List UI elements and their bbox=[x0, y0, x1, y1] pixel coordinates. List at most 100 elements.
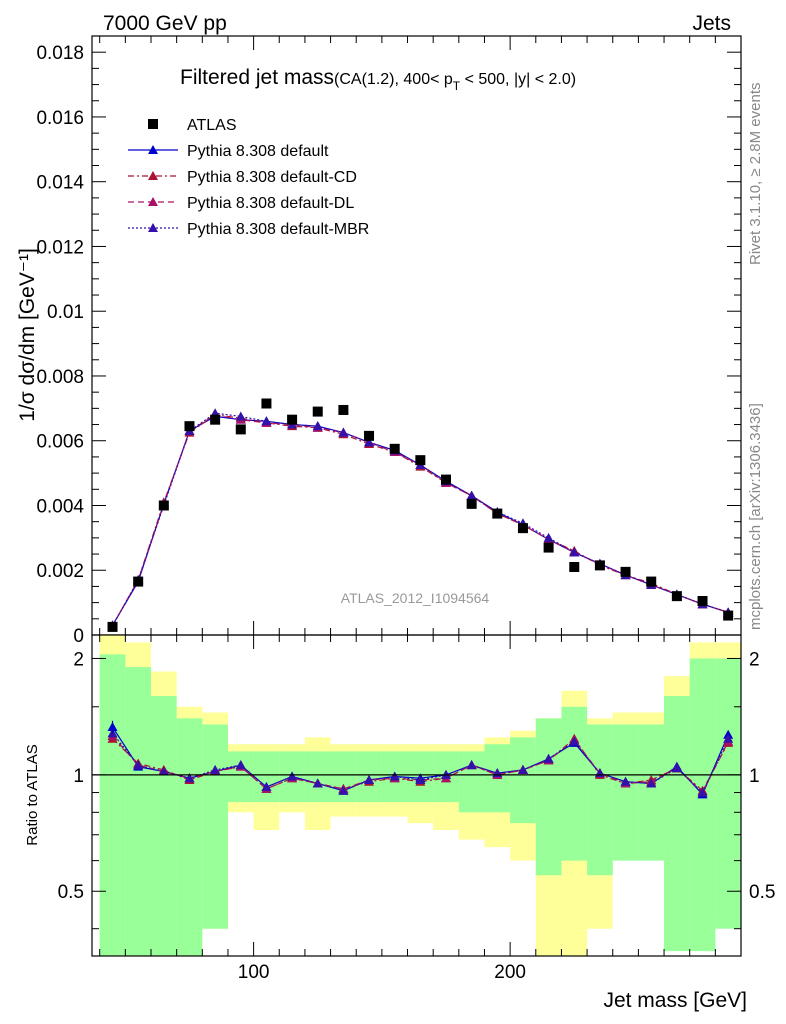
atlas-data-point bbox=[594, 560, 605, 571]
ratio-series-marker-3 bbox=[389, 771, 400, 781]
ratio-y-tick-label-left: 2 bbox=[73, 649, 84, 670]
ratio-series-marker-3 bbox=[415, 774, 426, 784]
ratio-y-tick-label-right: 2 bbox=[749, 649, 760, 670]
ratio-series-marker-3 bbox=[543, 753, 554, 763]
ratio-data-layer bbox=[107, 720, 734, 799]
main-series-marker-4 bbox=[543, 532, 554, 542]
ratio-series-marker-3 bbox=[210, 764, 221, 774]
atlas-data-point bbox=[261, 398, 272, 409]
main-series-marker-4 bbox=[466, 490, 477, 500]
ratio-series-marker-3 bbox=[364, 774, 375, 784]
ratio-band-green bbox=[176, 718, 203, 956]
atlas-data-point bbox=[389, 443, 400, 454]
legend-label-4: Pythia 8.308 default-MBR bbox=[187, 221, 369, 238]
ratio-band-green bbox=[253, 751, 280, 803]
x-axis-label: Jet mass [GeV] bbox=[603, 989, 747, 1012]
ratio-band-green bbox=[99, 654, 126, 956]
main-series-marker-4 bbox=[235, 411, 246, 421]
atlas-data-point bbox=[235, 424, 246, 435]
atlas-data-point bbox=[723, 610, 734, 621]
plot-title-main: Filtered jet mass bbox=[180, 66, 334, 89]
atlas-data-point bbox=[620, 566, 631, 577]
ratio-series-marker-3 bbox=[723, 733, 734, 743]
main-series-marker-4 bbox=[338, 427, 349, 437]
ratio-series-marker-3 bbox=[671, 763, 682, 773]
ratio-series-marker-3 bbox=[338, 785, 349, 795]
ratio-band-green bbox=[664, 695, 690, 952]
atlas-data-point bbox=[441, 474, 451, 485]
ratio-y-tick-label-left: 1 bbox=[73, 766, 84, 787]
main-y-tick-label: 0.012 bbox=[36, 237, 84, 258]
main-y-tick-label: 0.008 bbox=[36, 367, 84, 388]
main-plot-panel: 0 0.002 0.004 0.006 0.008 0.01 0.012 0.014 0.016… bbox=[16, 35, 742, 647]
ratio-plot-frame bbox=[91, 634, 742, 957]
ratio-band-green bbox=[202, 724, 228, 929]
legend-label-1: Pythia 8.308 default bbox=[187, 143, 329, 160]
ratio-series-marker-3 bbox=[466, 760, 477, 770]
atlas-data-point bbox=[210, 414, 221, 425]
legend: ATLAS Pythia 8.308 default Pythia 8.308 de… bbox=[128, 117, 369, 238]
mcplots-label: mcplots.cern.ch [arXiv:1306.3436] bbox=[747, 403, 764, 630]
ratio-band-green bbox=[510, 737, 536, 824]
atlas-data-point bbox=[569, 562, 580, 573]
legend-label-3: Pythia 8.308 default-DL bbox=[187, 195, 354, 212]
ratio-band-green bbox=[125, 667, 151, 956]
ratio-series-marker-3 bbox=[287, 771, 298, 781]
atlas-data-point bbox=[517, 523, 528, 534]
ratio-series-marker-3 bbox=[697, 787, 708, 797]
plot-title-sub-index: T bbox=[453, 79, 461, 93]
ratio-band-green bbox=[612, 724, 639, 861]
ratio-axes: 0.5 0.5 1 1 2 2 100 200 bbox=[58, 635, 775, 983]
ratio-band-green bbox=[535, 718, 562, 876]
ratio-band-green bbox=[304, 751, 331, 803]
atlas-data-point bbox=[646, 576, 657, 587]
legend-marker-3 bbox=[148, 197, 158, 206]
ratio-band-green bbox=[689, 658, 716, 952]
ratio-band-green bbox=[587, 724, 613, 876]
ratio-series-marker-3 bbox=[620, 776, 631, 786]
ratio-band-green bbox=[638, 724, 665, 861]
legend-marker-4 bbox=[148, 223, 158, 232]
atlas-data-point bbox=[184, 421, 195, 432]
legend-label-0: ATLAS bbox=[187, 117, 237, 134]
atlas-data-point bbox=[158, 500, 169, 511]
main-series-marker-4 bbox=[261, 416, 272, 426]
ratio-series-marker-3 bbox=[312, 778, 323, 788]
main-axes: 0 0.002 0.004 0.006 0.008 0.01 0.012 0.014 0.016… bbox=[36, 36, 742, 647]
legend-label-2: Pythia 8.308 default-CD bbox=[187, 169, 357, 186]
ratio-y-axis-label: Ratio to ATLAS bbox=[24, 744, 41, 845]
main-y-tick-label: 0.016 bbox=[36, 108, 84, 129]
main-y-tick-label: 0.01 bbox=[47, 302, 84, 323]
ratio-plot-panel: 0.5 0.5 1 1 2 2 100 200 Ratio to ATLAS Jet mass… bbox=[24, 634, 775, 1012]
ratio-series-marker-3 bbox=[517, 764, 528, 774]
ratio-y-tick-label-right: 1 bbox=[749, 766, 760, 787]
main-y-tick-label: 0.006 bbox=[36, 432, 84, 453]
plot-title: Filtered jet mass(CA(1.2), 400< pT < 500… bbox=[180, 66, 576, 93]
atlas-data-point bbox=[338, 404, 349, 415]
ratio-y-tick-label-right: 0.5 bbox=[749, 882, 775, 903]
atlas-data-point bbox=[543, 542, 554, 553]
legend-marker-1 bbox=[148, 145, 158, 154]
ratio-series-marker-3 bbox=[158, 766, 169, 776]
ratio-band-green bbox=[151, 695, 177, 956]
ratio-band-green bbox=[227, 751, 254, 803]
ratio-series-marker-3 bbox=[235, 760, 246, 770]
atlas-data-point bbox=[133, 576, 144, 587]
ratio-series-marker-3 bbox=[133, 760, 144, 770]
atlas-data-point bbox=[697, 596, 708, 607]
main-y-tick-label: 0.002 bbox=[36, 561, 84, 582]
legend-marker-atlas bbox=[148, 119, 158, 129]
header-category-label: Jets bbox=[692, 12, 731, 35]
ratio-band-green bbox=[715, 658, 741, 929]
main-y-tick-label: 0.018 bbox=[36, 43, 84, 64]
atlas-data-point bbox=[492, 508, 503, 519]
ratio-series-marker-3 bbox=[646, 778, 657, 788]
x-tick-label: 100 bbox=[238, 962, 270, 983]
atlas-data-point bbox=[466, 498, 477, 509]
rivet-label: Rivet 3.1.10, ≥ 2.8M events bbox=[747, 83, 764, 266]
main-series-marker-4 bbox=[312, 421, 323, 431]
ratio-y-tick-label-left: 0.5 bbox=[58, 882, 84, 903]
watermark: ATLAS_2012_I1094564 bbox=[341, 590, 490, 606]
main-y-tick-label: 0.014 bbox=[36, 173, 84, 194]
